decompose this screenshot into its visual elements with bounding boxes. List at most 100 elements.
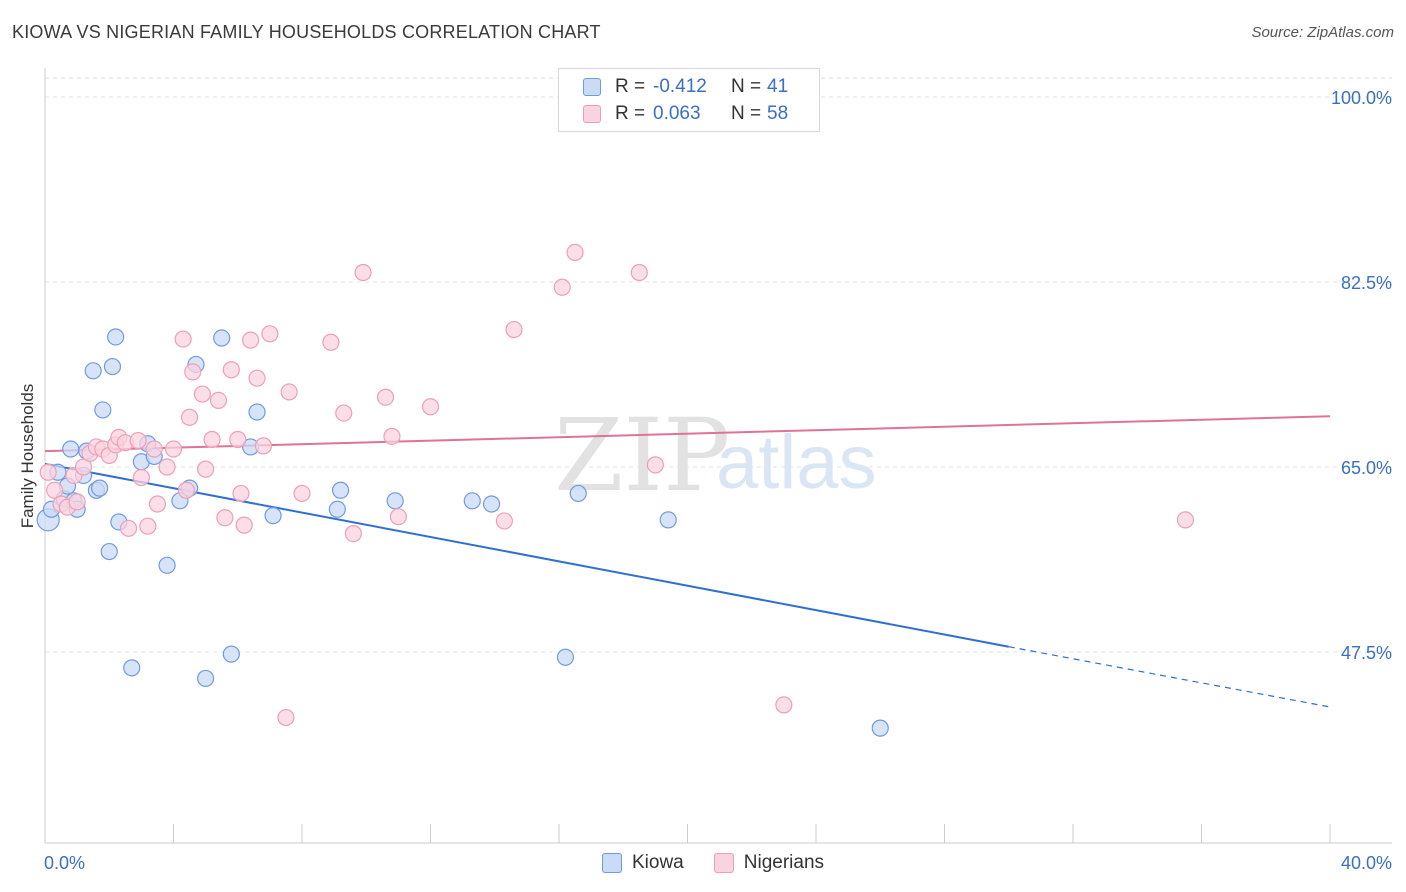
nigerians-point xyxy=(68,493,86,511)
r-label: R = xyxy=(615,103,646,124)
legend-item-nigerians[interactable]: Nigerians xyxy=(713,852,825,874)
kiowa-point xyxy=(197,669,215,688)
y-axis-label: Family Households xyxy=(18,383,37,529)
nigerians-point xyxy=(277,708,295,727)
kiowa-trend-line xyxy=(44,462,1009,648)
y-tick-label: 65.0% xyxy=(1341,458,1392,478)
axes xyxy=(44,68,1392,844)
y-tick-label: 47.5% xyxy=(1341,643,1392,663)
nigerians-point xyxy=(184,363,202,381)
nigerians-point xyxy=(235,516,253,534)
nigerians-point xyxy=(177,481,195,499)
kiowa-point xyxy=(103,357,122,376)
kiowa-point xyxy=(463,492,481,510)
nigerians-point xyxy=(119,519,138,537)
kiowa-point xyxy=(100,542,118,561)
nigerians-point xyxy=(209,391,228,409)
x-tick-label-max: 40.0% xyxy=(1341,853,1392,873)
nigerians-point xyxy=(74,458,93,476)
kiowa-point xyxy=(248,403,266,421)
nigerians-point xyxy=(197,460,215,478)
nigerians-swatch xyxy=(583,105,601,123)
chart-title: KIOWA VS NIGERIAN FAMILY HOUSEHOLDS CORR… xyxy=(12,22,601,42)
kiowa-point xyxy=(659,511,677,529)
kiowa-point xyxy=(107,328,125,346)
nigerians-point xyxy=(322,333,340,351)
data-points xyxy=(36,243,1195,737)
nigerians-point xyxy=(280,383,298,401)
n-value: 58 xyxy=(767,103,789,124)
legend-row-nigerians: R = 0.063 N = 58 xyxy=(583,103,788,125)
legend-item-kiowa[interactable]: Kiowa xyxy=(602,852,684,874)
kiowa-swatch xyxy=(583,78,601,96)
nigerians-point xyxy=(129,431,147,450)
nigerians-point xyxy=(254,437,273,455)
kiowa-trend-extension xyxy=(1008,646,1331,708)
nigerians-point xyxy=(193,385,212,403)
n-value: 41 xyxy=(767,76,789,97)
nigerians-point xyxy=(174,330,192,348)
kiowa-point xyxy=(84,362,102,380)
nigerians-point xyxy=(389,508,407,526)
legend-label-kiowa: Kiowa xyxy=(632,852,684,873)
nigerians-point xyxy=(203,430,221,449)
nigerians-point xyxy=(39,463,57,481)
nigerians-point xyxy=(180,408,199,426)
kiowa-swatch xyxy=(602,853,622,873)
tick-labels: 47.5% 65.0% 82.5% 100.0% 0.0% 40.0% xyxy=(44,88,1392,873)
nigerians-point xyxy=(148,495,167,513)
kiowa-point xyxy=(62,440,80,458)
series-legend: Kiowa Nigerians xyxy=(602,852,854,874)
nigerians-point xyxy=(421,398,440,416)
kiowa-point xyxy=(264,507,282,525)
kiowa-point xyxy=(556,648,575,666)
kiowa-point xyxy=(213,329,231,347)
nigerians-point xyxy=(1176,511,1195,529)
nigerians-swatch xyxy=(713,853,734,873)
nigerians-point xyxy=(505,320,523,339)
watermark-atlas: atlas xyxy=(716,420,877,505)
legend-row-kiowa: R = -0.412 N = 41 xyxy=(583,76,788,98)
nigerians-point xyxy=(376,388,395,406)
nigerians-point xyxy=(242,331,260,349)
nigerians-point xyxy=(248,369,266,387)
kiowa-point xyxy=(222,645,240,663)
grid-lines xyxy=(45,77,1392,653)
nigerians-point xyxy=(139,517,157,535)
nigerians-point xyxy=(132,468,150,487)
nigerians-point xyxy=(335,404,353,422)
kiowa-point xyxy=(91,479,109,497)
nigerians-point xyxy=(630,263,648,282)
nigerians-point xyxy=(775,696,793,714)
kiowa-point xyxy=(94,401,112,419)
r-value: -0.412 xyxy=(653,76,707,97)
nigerians-point xyxy=(383,427,401,445)
kiowa-point xyxy=(569,484,587,503)
nigerians-point xyxy=(229,430,247,449)
nigerians-point xyxy=(566,243,584,261)
nigerians-point xyxy=(344,524,362,543)
kiowa-point xyxy=(871,719,889,737)
nigerians-point xyxy=(216,509,234,527)
y-tick-label: 82.5% xyxy=(1341,273,1392,293)
nigerians-point xyxy=(646,456,664,474)
n-label: N = xyxy=(731,76,762,97)
n-label: N = xyxy=(731,103,762,124)
correlation-legend: R = -0.412 N = 41 R = 0.063 N = 58 xyxy=(558,68,820,132)
y-tick-label: 100.0% xyxy=(1331,88,1392,108)
legend-label-nigerians: Nigerians xyxy=(743,852,825,873)
kiowa-point xyxy=(328,500,346,518)
kiowa-point xyxy=(123,659,141,677)
nigerians-point xyxy=(261,325,279,343)
nigerians-point xyxy=(553,278,571,296)
source-label: Source: ZipAtlas.com xyxy=(1251,24,1394,41)
x-tick-label-min: 0.0% xyxy=(44,853,85,873)
nigerians-point xyxy=(164,440,183,458)
nigerians-point xyxy=(145,440,163,458)
kiowa-point xyxy=(158,556,176,574)
r-value: 0.063 xyxy=(653,103,701,124)
kiowa-point xyxy=(482,495,501,513)
nigerians-point xyxy=(232,484,250,503)
nigerians-point xyxy=(495,512,513,530)
